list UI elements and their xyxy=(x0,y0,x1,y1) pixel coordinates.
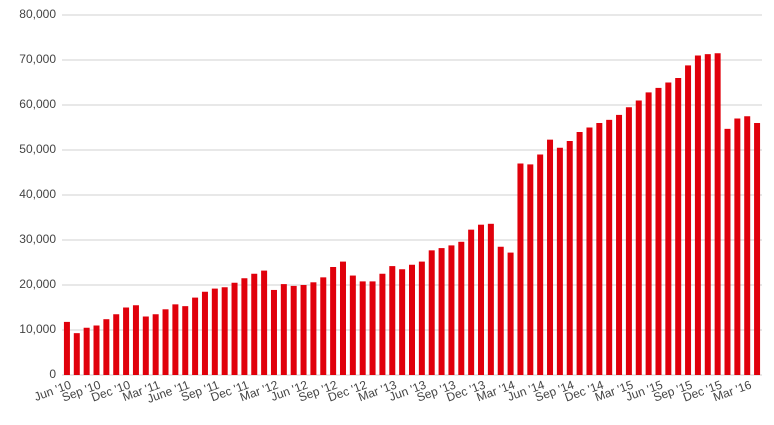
bar xyxy=(685,65,692,376)
y-tick-label: 70,000 xyxy=(19,52,56,66)
bar xyxy=(497,246,504,375)
bar xyxy=(310,282,317,375)
bar xyxy=(458,241,465,375)
bar xyxy=(211,288,218,375)
bar xyxy=(478,224,485,375)
bar xyxy=(507,252,514,375)
bar xyxy=(330,267,337,375)
bar xyxy=(389,266,396,375)
bar xyxy=(754,123,761,375)
bar xyxy=(162,309,169,375)
bar xyxy=(704,54,711,376)
y-tick-label: 40,000 xyxy=(19,187,56,201)
bar xyxy=(744,116,751,375)
bar xyxy=(556,147,563,375)
bar xyxy=(487,223,494,375)
bar xyxy=(635,100,642,375)
bar xyxy=(300,285,307,375)
bar xyxy=(606,119,613,375)
y-tick-label: 30,000 xyxy=(19,232,56,246)
bar xyxy=(379,273,386,375)
bar xyxy=(517,163,524,375)
bar xyxy=(172,304,179,375)
y-tick-label: 0 xyxy=(49,367,56,381)
bar xyxy=(93,325,100,375)
bar xyxy=(734,118,741,375)
bar xyxy=(132,305,139,375)
bar xyxy=(221,287,228,375)
bar xyxy=(428,250,435,375)
bar xyxy=(537,154,544,375)
y-tick-label: 50,000 xyxy=(19,142,56,156)
bar xyxy=(418,261,425,375)
bar xyxy=(616,114,623,376)
y-tick-label: 10,000 xyxy=(19,322,56,336)
y-tick-label: 80,000 xyxy=(19,7,56,21)
bar xyxy=(270,289,277,375)
bar xyxy=(655,87,662,376)
bar xyxy=(724,128,731,375)
bar xyxy=(714,53,721,375)
bar xyxy=(73,333,80,375)
bar xyxy=(103,319,110,375)
bar xyxy=(123,307,130,375)
bar xyxy=(586,127,593,375)
bar xyxy=(320,277,327,375)
bar xyxy=(251,273,258,375)
bar xyxy=(83,327,90,375)
bar xyxy=(359,281,366,375)
bar xyxy=(182,306,189,375)
bar xyxy=(280,284,287,375)
bar xyxy=(645,92,652,376)
bar xyxy=(349,275,356,375)
bar xyxy=(438,248,445,375)
y-tick-label: 60,000 xyxy=(19,97,56,111)
bar xyxy=(576,132,583,375)
bar xyxy=(152,314,159,375)
bar xyxy=(399,269,406,375)
y-tick-label: 20,000 xyxy=(19,277,56,291)
bar xyxy=(290,285,297,375)
bar xyxy=(201,291,208,375)
bar xyxy=(566,141,573,375)
bar xyxy=(231,282,238,375)
bar xyxy=(665,82,672,375)
bar xyxy=(694,55,701,375)
bar xyxy=(625,107,632,375)
bar xyxy=(547,139,554,375)
bar xyxy=(596,123,603,375)
bar xyxy=(339,261,346,375)
bar xyxy=(261,270,268,375)
bar xyxy=(448,245,455,375)
bar xyxy=(409,264,415,375)
bar xyxy=(527,164,534,375)
bar xyxy=(142,316,149,375)
bar xyxy=(369,281,376,375)
bar xyxy=(113,314,120,375)
bar xyxy=(192,297,199,375)
bar xyxy=(241,278,248,375)
bar xyxy=(675,78,682,375)
bar xyxy=(63,321,70,375)
bar xyxy=(468,229,475,375)
